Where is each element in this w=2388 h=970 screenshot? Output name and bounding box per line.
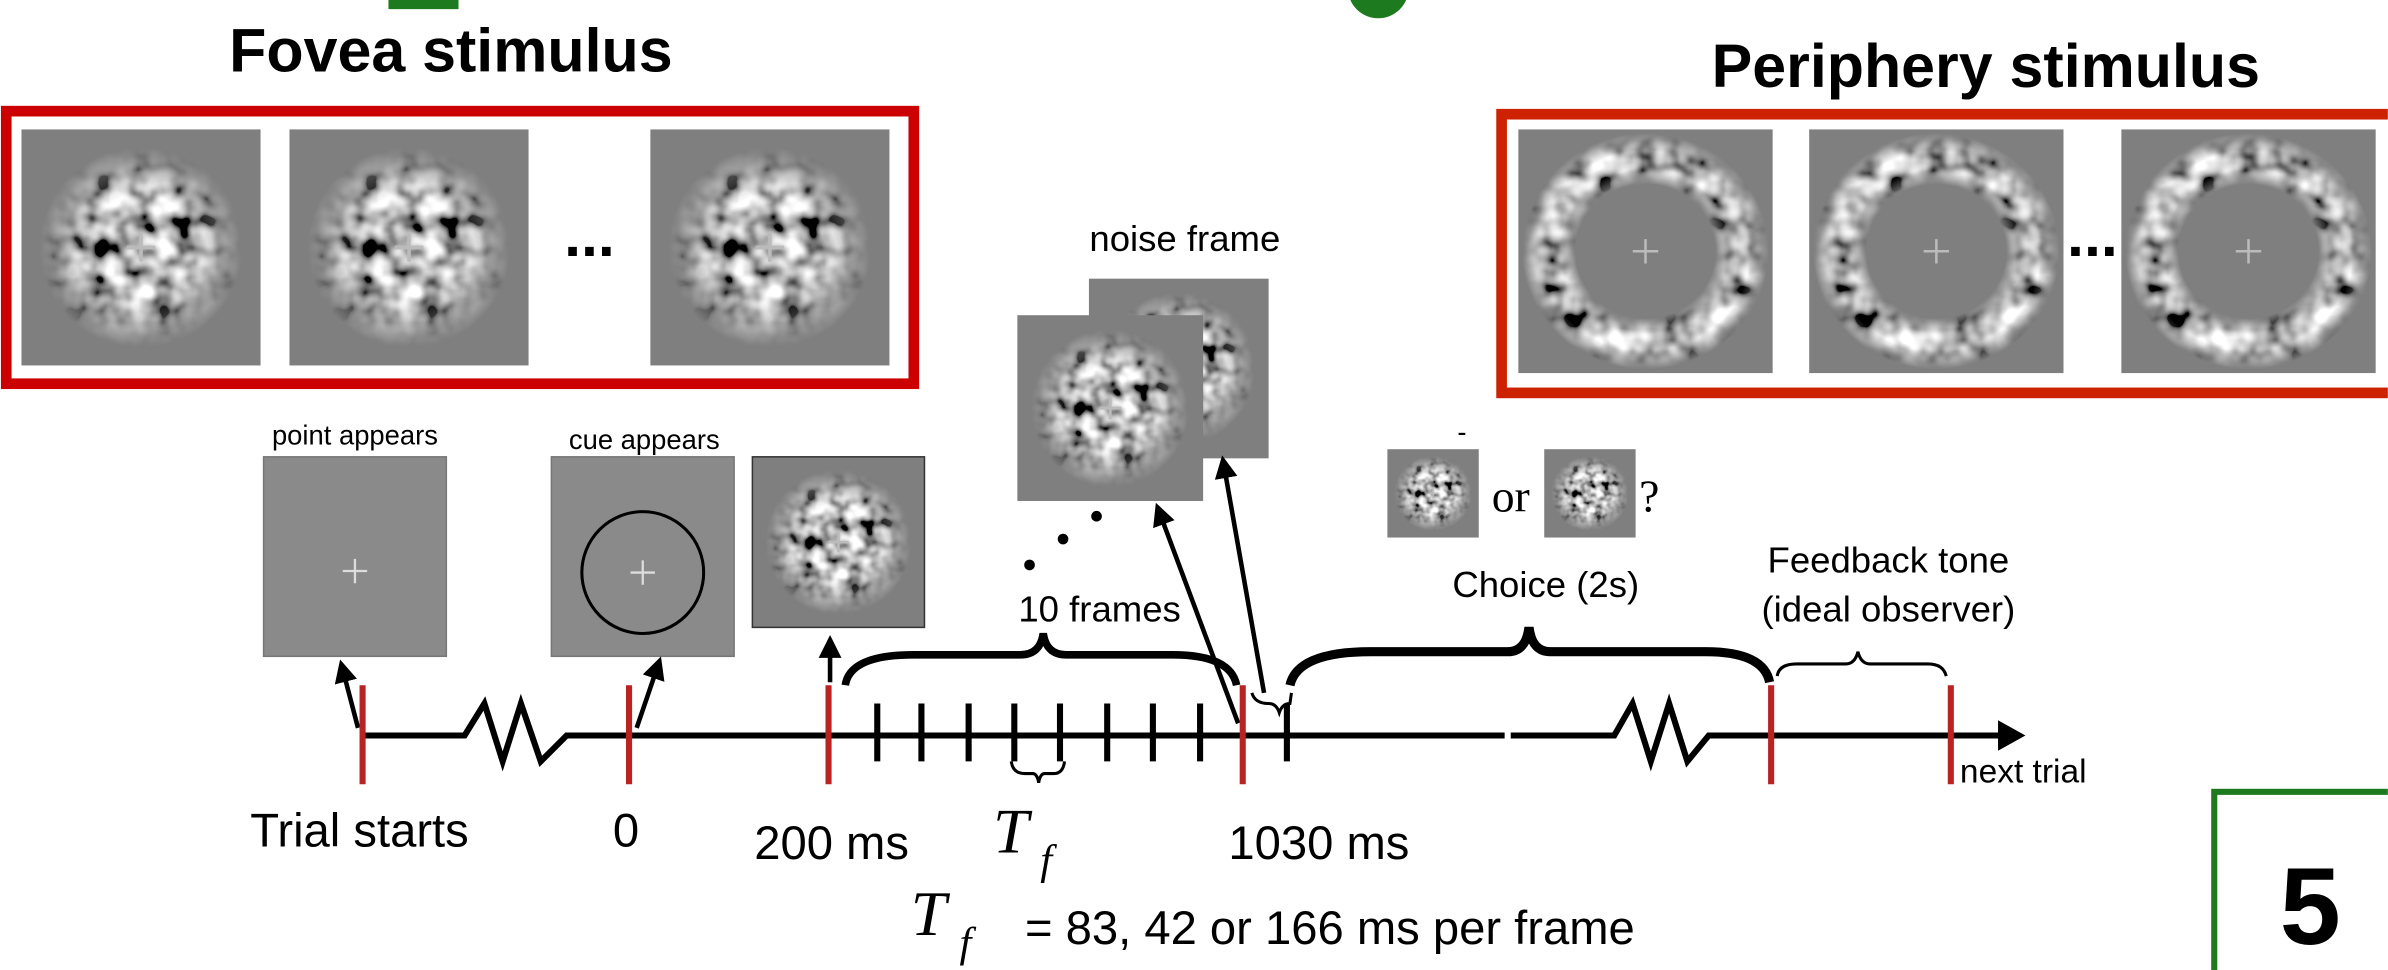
label: Feedback tone [1768, 540, 2010, 581]
math: f [959, 919, 976, 966]
ellipsis: ... [564, 201, 615, 269]
math: T [911, 878, 951, 949]
title: Periphery stimulus [1712, 32, 2260, 100]
label: cue appears [569, 424, 720, 455]
label: noise frame [1089, 218, 1280, 259]
time-label: 0 [613, 805, 639, 858]
timeline [363, 685, 2026, 784]
ellipsis: ... [2067, 201, 2118, 269]
label: 10 frames [1018, 588, 1180, 629]
noise-frame [1017, 315, 1203, 501]
label: Choice (2s) [1452, 564, 1639, 605]
choice-image [1387, 449, 1478, 537]
title: Fovea stimulus [229, 17, 672, 85]
stimulus [1518, 129, 1772, 373]
green-mark [1348, 0, 1409, 18]
choice-image [1544, 449, 1635, 537]
dots [1024, 511, 1102, 570]
label: next trial [1960, 754, 2087, 791]
green-mark [388, 0, 458, 9]
math: f [1040, 837, 1057, 884]
stimulus [2121, 129, 2375, 373]
page-number: 5 [2280, 846, 2341, 968]
time-label: Trial starts [250, 805, 468, 858]
label: point appears [272, 420, 438, 451]
label: or [1492, 471, 1530, 522]
stimulus [650, 129, 889, 365]
time-label: 200 ms [754, 817, 909, 870]
math: T [993, 796, 1033, 867]
label: (ideal observer) [1761, 588, 2015, 629]
time-label: 1030 ms [1228, 817, 1409, 870]
screen [551, 457, 734, 656]
braces [845, 627, 1946, 782]
caption: = 83, 42 or 166 ms per frame [1025, 902, 1635, 955]
label: - [1457, 417, 1466, 448]
diagram: Fovea stimulus ... Periphery stimulus ..… [0, 0, 2388, 970]
stimulus [21, 129, 260, 365]
label: ? [1639, 471, 1659, 522]
stimulus [1809, 129, 2063, 373]
content: Fovea stimulus ... Periphery stimulus ..… [6, 0, 2388, 970]
stimulus [289, 129, 528, 365]
screen [264, 457, 447, 656]
screen [752, 457, 924, 628]
